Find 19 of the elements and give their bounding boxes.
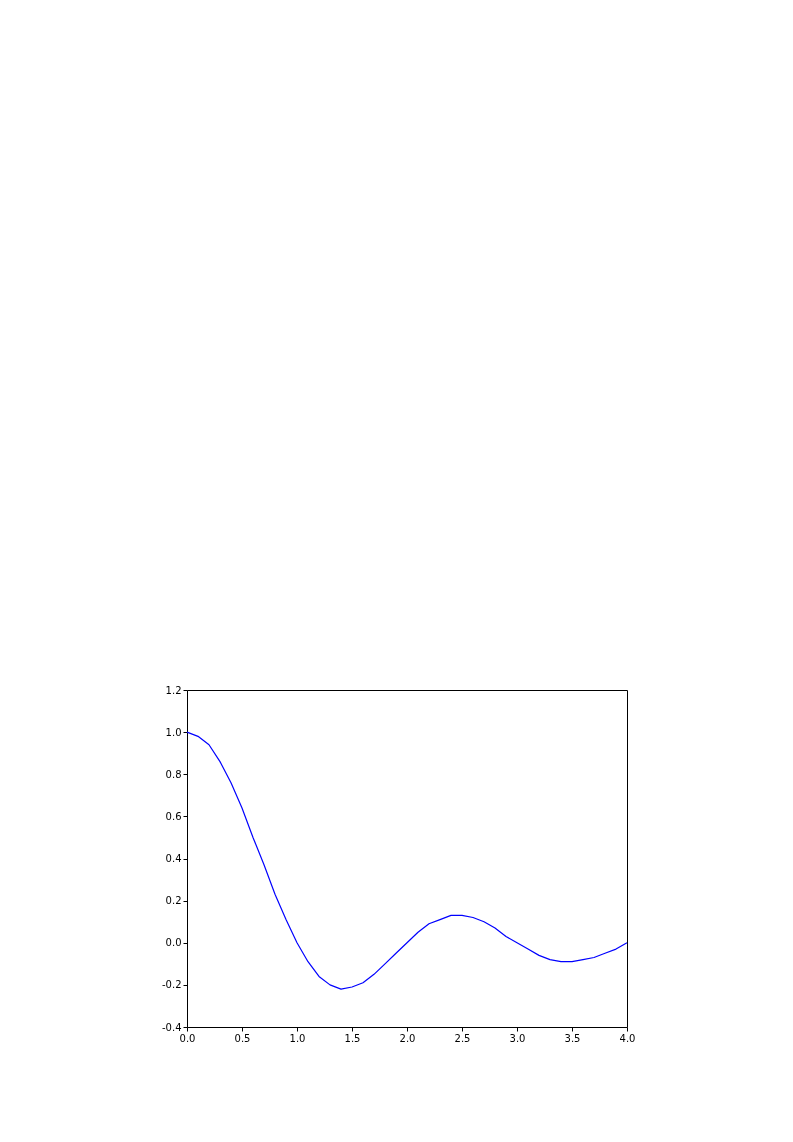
x-tick-label: 0.5 (234, 1032, 251, 1044)
x-tick-label: 3.0 (509, 1032, 526, 1044)
x-tick-label: 1.5 (344, 1032, 361, 1044)
y-tick-label: -0.2 (161, 979, 182, 991)
y-tick-label: -0.4 (161, 1021, 182, 1033)
x-tick-label: 1.0 (289, 1032, 306, 1044)
x-tick-label: 3.5 (564, 1032, 581, 1044)
x-tick-label: 4.0 (619, 1032, 636, 1044)
y-tick-label: 1.0 (165, 726, 182, 738)
line-series (186, 731, 628, 990)
y-tick-label: 1.2 (165, 684, 182, 696)
x-tick-label: 2.5 (454, 1032, 471, 1044)
y-tick-label: 0.8 (165, 768, 182, 780)
x-tick-label: 2.0 (399, 1032, 416, 1044)
y-tick-label: 0.2 (165, 895, 182, 907)
y-tick-label: 0.4 (165, 853, 182, 864)
y-tick-label: 0.6 (165, 810, 182, 822)
x-tick-label: 0.0 (179, 1032, 196, 1044)
y-tick-label: 0.0 (165, 937, 182, 949)
